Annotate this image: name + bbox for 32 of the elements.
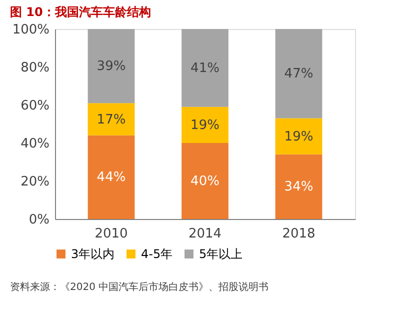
bar [275,154,322,219]
chart-title: 图 10：我国汽车车龄结构 [10,5,151,19]
y-tick-label: 80% [20,60,50,76]
x-tick-label: 2010 [94,226,128,242]
data-label: 41% [190,60,220,76]
y-tick-label: 0% [28,212,50,228]
data-label: 19% [190,118,220,133]
legend-label: 4-5年 [141,247,173,261]
y-tick-label: 20% [20,174,50,190]
bar [88,29,135,104]
data-label: 40% [190,174,220,189]
legend-label: 3年以内 [71,247,115,261]
x-tick-label: 2014 [188,226,222,242]
data-label: 17% [96,112,126,128]
data-label: 44% [96,170,126,186]
data-label: 47% [284,66,314,82]
bar [88,103,135,136]
text: 资料来源：《2020 中国汽车后市场白皮书》、招股说明书 [10,281,269,293]
x-tick-label: 2018 [282,226,316,242]
bar [182,106,228,143]
y-tick-label: 60% [20,98,50,114]
bar [182,29,228,107]
bar [182,143,228,219]
data-label: 39% [96,59,126,74]
bar [88,135,135,219]
bar [275,29,322,118]
data-label: 19% [284,129,314,144]
y-tick-label: 40% [20,136,50,152]
y-tick-label: 100% [12,22,50,38]
legend-label: 5年以上 [199,247,243,261]
bar [275,118,322,154]
data-label: 34% [284,180,314,195]
